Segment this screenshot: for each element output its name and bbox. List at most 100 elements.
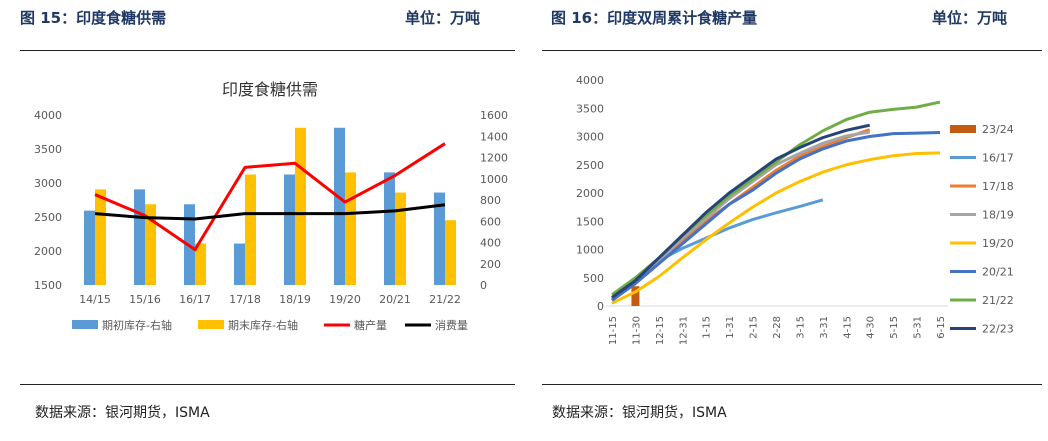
- panel-india-supply-demand: 图 15：印度食糖供需 单位：万吨 印度食糖供需 1500 2000 2500 3000…: [20, 9, 515, 421]
- x-axis-tick: 14/15: [79, 293, 111, 306]
- y-axis-tick: 2500: [576, 159, 604, 172]
- figure-16-source: 数据来源：银河期货，ISMA: [552, 405, 727, 421]
- right-axis-tick: 800: [480, 194, 501, 207]
- right-axis-tick: 400: [480, 237, 501, 250]
- x-axis-tick: 11-15: [608, 316, 619, 345]
- legend-closing-stock-swatch: [198, 320, 224, 329]
- legend-label-20-21: 20/21: [982, 266, 1014, 279]
- x-axis-tick: 5-15: [889, 316, 900, 339]
- right-axis-tick: 0: [480, 279, 487, 292]
- legend-label-19-20: 19/20: [982, 237, 1014, 250]
- legend-opening-stock: 期初库存-右轴: [102, 318, 172, 332]
- legend-consumption: 消费量: [435, 318, 468, 332]
- figure-16-title: 图 16：印度双周累计食糖产量: [551, 9, 758, 27]
- line-production: [94, 142, 446, 252]
- panel-biweekly-production: 图 16：印度双周累计食糖产量 单位：万吨 0 500 1000 1500 2000 25…: [524, 0, 1048, 441]
- bar-opening-stock: [134, 189, 145, 285]
- x-axis-tick: 12-15: [655, 316, 666, 345]
- line-20-21: [611, 131, 941, 302]
- x-axis-tick: 4-30: [866, 316, 877, 339]
- legend-swatch-23-24: [950, 125, 976, 133]
- x-axis-tick: 3-31: [819, 316, 830, 339]
- y-axis-tick: 3000: [576, 131, 604, 144]
- y-axis-tick: 500: [583, 272, 604, 285]
- figure-15-title: 图 15：印度食糖供需: [20, 9, 167, 27]
- y-axis-tick: 3500: [576, 102, 604, 115]
- figure-15-source: 数据来源：银河期货，ISMA: [35, 405, 210, 421]
- y-axis-tick: 0: [597, 300, 604, 313]
- bar-opening-stock: [84, 210, 95, 285]
- line-22-23: [611, 123, 871, 299]
- right-axis-tick: 1600: [480, 109, 508, 122]
- line-19-20: [611, 151, 941, 305]
- bar-closing-stock: [95, 189, 106, 285]
- biweekly-production-chart: 0 500 1000 1500 2000 2500 3000 3500 4000 11-15 11-…: [576, 74, 1014, 345]
- line-21-22: [611, 100, 941, 296]
- top-rule: [542, 50, 1042, 51]
- x-axis-tick: 6-15: [936, 316, 947, 339]
- figure-16-unit: 单位：万吨: [932, 9, 1008, 27]
- x-axis-tick: 5-31: [913, 316, 924, 339]
- x-axis-tick: 1-15: [702, 316, 713, 339]
- x-axis-tick: 4-15: [842, 316, 853, 339]
- legend-closing-stock: 期末库存-右轴: [228, 318, 298, 332]
- legend-opening-stock-swatch: [72, 320, 98, 329]
- bar-closing-stock: [345, 172, 356, 285]
- x-axis-tick: 12-31: [678, 316, 689, 345]
- left-axis-tick: 3000: [34, 177, 62, 190]
- bar-opening-stock: [384, 172, 395, 285]
- legend-label-22-23: 22/23: [982, 323, 1014, 336]
- x-axis-tick: 11-30: [631, 316, 642, 345]
- right-axis-tick: 600: [480, 215, 501, 228]
- bar-opening-stock: [334, 127, 345, 285]
- bar-2324: [631, 286, 640, 306]
- bar-opening-stock: [234, 243, 245, 285]
- bar-closing-stock: [295, 127, 306, 285]
- left-axis-tick: 3500: [34, 143, 62, 156]
- legend-production: 糖产量: [354, 318, 387, 332]
- legend-label-16-17: 16/17: [982, 152, 1014, 165]
- left-axis-tick: 2000: [34, 245, 62, 258]
- legend-label-23-24: 23/24: [982, 123, 1014, 136]
- supply-demand-chart: 印度食糖供需 1500 2000 2500 3000 3500 4000 0 200 400 600…: [34, 80, 508, 332]
- x-axis-tick: 17/18: [229, 293, 261, 306]
- y-axis-tick: 1500: [576, 215, 604, 228]
- right-axis-tick: 200: [480, 258, 501, 271]
- bar-opening-stock: [284, 174, 295, 285]
- right-axis-tick: 1200: [480, 152, 508, 165]
- chart-title: 印度食糖供需: [222, 80, 318, 99]
- line-18-19: [611, 130, 870, 299]
- left-axis-tick: 4000: [34, 109, 62, 122]
- x-axis-tick: 19/20: [329, 293, 361, 306]
- legend-label-21-22: 21/22: [982, 294, 1014, 307]
- bottom-rule: [542, 384, 1042, 385]
- bar-closing-stock: [445, 220, 456, 285]
- x-axis-tick: 18/19: [279, 293, 311, 306]
- legend-label-18-19: 18/19: [982, 209, 1014, 222]
- bottom-rule: [20, 384, 515, 385]
- bar-closing-stock: [195, 243, 206, 285]
- x-axis-tick: 21/22: [429, 293, 461, 306]
- bar-opening-stock: [434, 192, 445, 285]
- x-axis-tick: 16/17: [179, 293, 211, 306]
- left-axis-tick: 1500: [34, 279, 62, 292]
- bar-closing-stock: [395, 192, 406, 285]
- line-consumption: [94, 203, 446, 221]
- x-axis-tick: 1-31: [725, 316, 736, 339]
- x-axis-tick: 3-15: [795, 316, 806, 339]
- y-axis-tick: 4000: [576, 74, 604, 87]
- right-axis-tick: 1400: [480, 130, 508, 143]
- left-axis-tick: 2500: [34, 211, 62, 224]
- bar-closing-stock: [245, 174, 256, 285]
- y-axis-tick: 1000: [576, 244, 604, 257]
- x-axis-tick: 2-15: [749, 316, 760, 339]
- x-axis-tick: 20/21: [379, 293, 411, 306]
- x-axis-tick: 2-28: [772, 316, 783, 339]
- figure-15-unit: 单位：万吨: [405, 9, 481, 27]
- top-rule: [20, 50, 515, 51]
- bar-closing-stock: [145, 204, 156, 285]
- x-axis-tick: 15/16: [129, 293, 161, 306]
- legend-label-17-18: 17/18: [982, 180, 1014, 193]
- right-axis-tick: 1000: [480, 173, 508, 186]
- y-axis-tick: 2000: [576, 187, 604, 200]
